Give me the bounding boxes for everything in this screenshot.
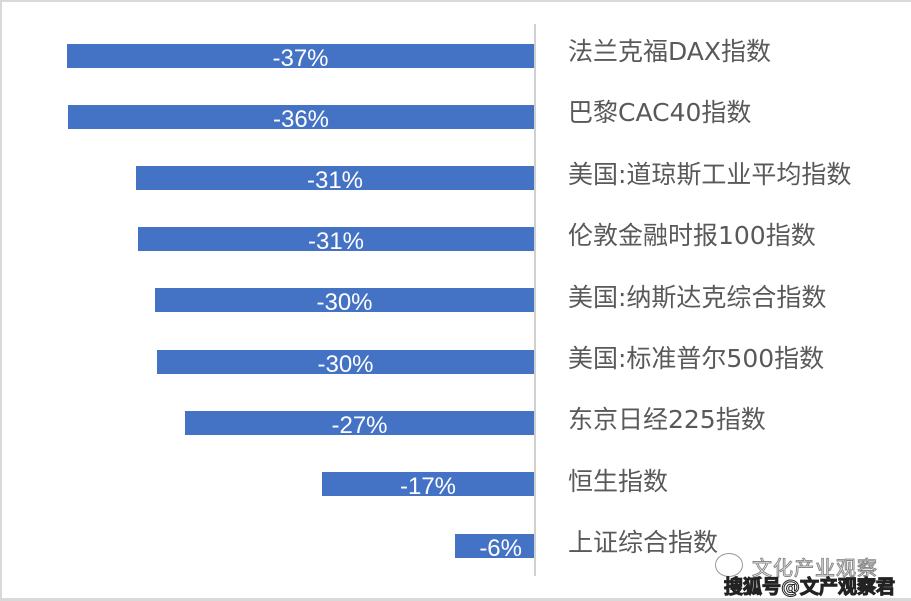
bar-value-label: -37%: [272, 45, 329, 72]
category-label: 伦敦金融时报100指数: [568, 221, 816, 250]
bar-value-label: -6%: [479, 535, 522, 562]
bar-value-label: -27%: [331, 412, 388, 439]
watermark-sohu: 搜狐号@文产观察君: [723, 576, 896, 599]
bar-shanghai-composite: [455, 534, 534, 558]
wechat-icon: [715, 553, 743, 577]
category-label: 东京日经225指数: [568, 405, 766, 434]
bar-value-label: -17%: [399, 473, 457, 500]
bar-value-label: -31%: [306, 167, 364, 194]
category-label: 巴黎CAC40指数: [568, 98, 752, 127]
bar-dax: [67, 44, 534, 68]
bar-value-label: -36%: [272, 106, 330, 133]
category-axis-line: [534, 24, 536, 576]
bar-value-label: -30%: [317, 351, 374, 378]
category-label: 上证综合指数: [568, 528, 719, 557]
bar-value-label: -31%: [307, 228, 365, 255]
bar-dow-jones: [136, 166, 534, 190]
category-label: 美国:道琼斯工业平均指数: [568, 160, 852, 189]
category-label: 美国:纳斯达克综合指数: [568, 283, 827, 312]
category-label: 美国:标准普尔500指数: [568, 344, 825, 373]
bar-hang-seng: [322, 472, 534, 496]
bar-nikkei225: [185, 411, 534, 435]
bar-ftse100: [138, 227, 534, 251]
bar-nasdaq: [155, 288, 534, 312]
bar-sp500: [157, 350, 534, 374]
category-label: 法兰克福DAX指数: [568, 37, 772, 66]
bar-cac40: [68, 105, 534, 129]
watermark-account: 文化产业观察: [752, 556, 878, 581]
bar-value-label: -30%: [316, 289, 373, 316]
category-label: 恒生指数: [568, 467, 669, 496]
